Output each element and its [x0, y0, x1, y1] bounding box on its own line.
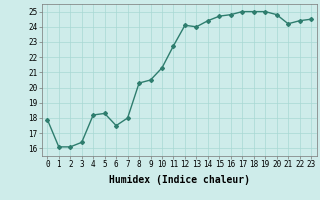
X-axis label: Humidex (Indice chaleur): Humidex (Indice chaleur): [109, 175, 250, 185]
